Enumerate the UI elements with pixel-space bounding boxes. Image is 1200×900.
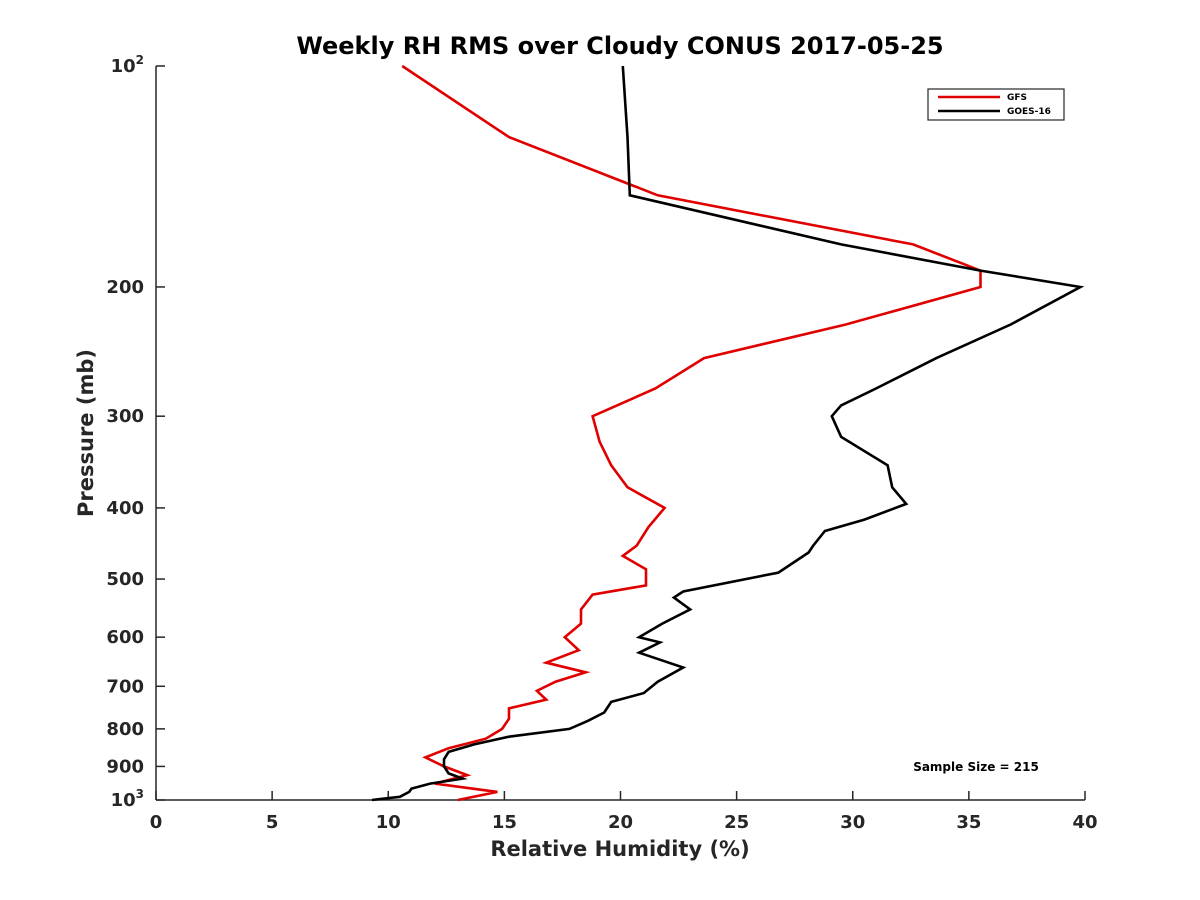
y-tick-label: 600 [106,627,144,648]
y-tick-label: 700 [106,676,144,697]
x-tick-label: 35 [956,812,981,833]
y-tick-label: 800 [106,719,144,740]
x-tick-label: 0 [150,812,163,833]
y-tick-label: 200 [106,277,144,298]
x-tick-label: 15 [492,812,517,833]
x-tick-label: 25 [724,812,749,833]
x-tick-label: 5 [266,812,279,833]
x-tick-label: 40 [1072,812,1097,833]
chart-title: Weekly RH RMS over Cloudy CONUS 2017-05-… [296,32,943,60]
y-tick-label: 103 [111,787,144,811]
legend-label-goes-16: GOES-16 [1007,107,1051,117]
axes: 0 5 10 15 20 25 30 35 40 102 200 300 400 500 600 700 800… [106,53,1097,833]
series-line-gfs [401,64,982,802]
y-tick-label: 102 [111,53,144,77]
y-tick-label: 900 [106,756,144,777]
y-tick-label: 400 [106,498,144,519]
legend: GFS GOES-16 [927,88,1065,121]
x-axis-label: Relative Humidity (%) [490,837,749,861]
x-tick-label: 10 [376,812,401,833]
legend-label-gfs: GFS [1007,93,1027,103]
sample-size-annotation: Sample Size = 215 [913,760,1039,774]
series-line-goes-16 [371,65,1085,802]
x-tick-label: 20 [608,812,633,833]
legend-box [927,88,1065,121]
y-tick-label: 300 [106,406,144,427]
y-axis-label: Pressure (mb) [74,349,98,517]
y-tick-label: 500 [106,569,144,590]
plot-lines [371,64,1085,802]
x-tick-label: 30 [840,812,865,833]
